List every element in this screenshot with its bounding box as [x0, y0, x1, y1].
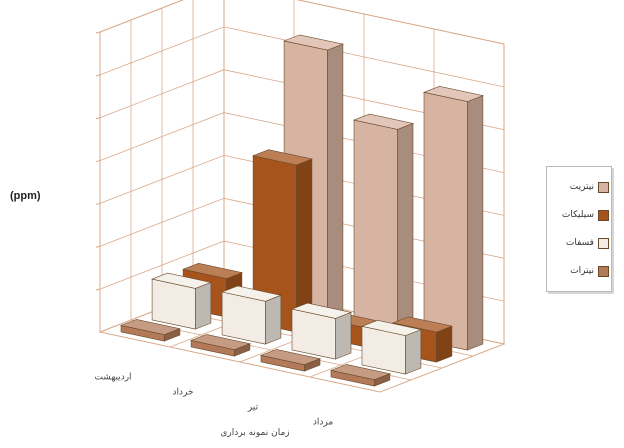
x-tick-labels: اردیبهشت خرداد تیر مرداد: [94, 373, 333, 428]
bar: [329, 364, 391, 387]
legend-item-silicate: سیلیکات: [553, 207, 609, 223]
bar-top: [329, 364, 391, 381]
legend-swatch-nitrate: [598, 265, 609, 277]
legend-swatch-phosphate: [598, 237, 609, 249]
legend-item-nitrite: نیتریت: [553, 179, 609, 195]
bar-front: [423, 91, 468, 351]
x-tick-label: اردیبهشت: [94, 373, 131, 383]
bar-top: [391, 316, 453, 333]
y-tick: [95, 245, 101, 248]
x-axis-title: زمان نمونه برداری: [220, 428, 290, 438]
bar: [221, 285, 282, 345]
bar-top: [221, 285, 282, 302]
bar: [151, 272, 212, 330]
bar: [283, 34, 344, 321]
y-tick: [95, 31, 101, 34]
bar: [422, 85, 484, 351]
gridline: [99, 26, 505, 88]
y-tick: [95, 160, 101, 163]
legend: نیتریت سیلیکات فسفات نیترات: [546, 166, 612, 292]
gridline: [99, 0, 505, 45]
gridline: [99, 69, 505, 131]
bar-top: [151, 272, 212, 289]
bar: [352, 113, 415, 336]
bar: [252, 149, 313, 333]
bar-top: [259, 349, 322, 366]
bar-top: [119, 319, 181, 336]
y-tick: [95, 117, 101, 120]
bar-side: [405, 329, 422, 375]
bar-side: [335, 311, 352, 360]
x-tick-label: خرداد: [172, 388, 193, 398]
legend-item-phosphate: فسفات: [553, 235, 609, 251]
y-tick: [95, 288, 101, 291]
y-tick: [95, 74, 101, 77]
legend-swatch-silicate: [598, 209, 609, 221]
bar: [119, 319, 181, 342]
bar-side: [327, 43, 344, 321]
bar-top: [360, 319, 422, 336]
bar-side: [467, 95, 484, 351]
y-axis-unit-label: (ppm): [10, 190, 41, 202]
legend-item-nitrate: نیترات: [553, 263, 609, 279]
legend-label-phosphate: فسفات: [565, 238, 594, 248]
x-tick-label: مرداد: [313, 418, 333, 428]
legend-swatch-nitrite: [598, 181, 609, 193]
y-tick: [95, 202, 101, 205]
legend-label-nitrite: نیتریت: [569, 182, 594, 192]
legend-label-silicate: سیلیکات: [561, 210, 594, 220]
bar-side: [265, 294, 282, 345]
bar-top: [252, 149, 313, 166]
bar-top: [422, 85, 484, 102]
bar-top: [182, 262, 243, 279]
bar-top: [283, 34, 344, 51]
bar-side: [195, 281, 212, 330]
bar-top: [190, 334, 251, 351]
bar-top: [352, 113, 415, 130]
bar-side: [397, 122, 414, 336]
bar-top: [290, 302, 353, 319]
bars: [119, 34, 484, 387]
bar: [259, 349, 322, 372]
bar-front: [353, 119, 398, 336]
bar: [360, 319, 422, 375]
bar: [290, 302, 353, 360]
legend-label-nitrate: نیترات: [570, 266, 594, 276]
x-tick-label: تیر: [247, 403, 259, 413]
bar: [190, 334, 251, 357]
